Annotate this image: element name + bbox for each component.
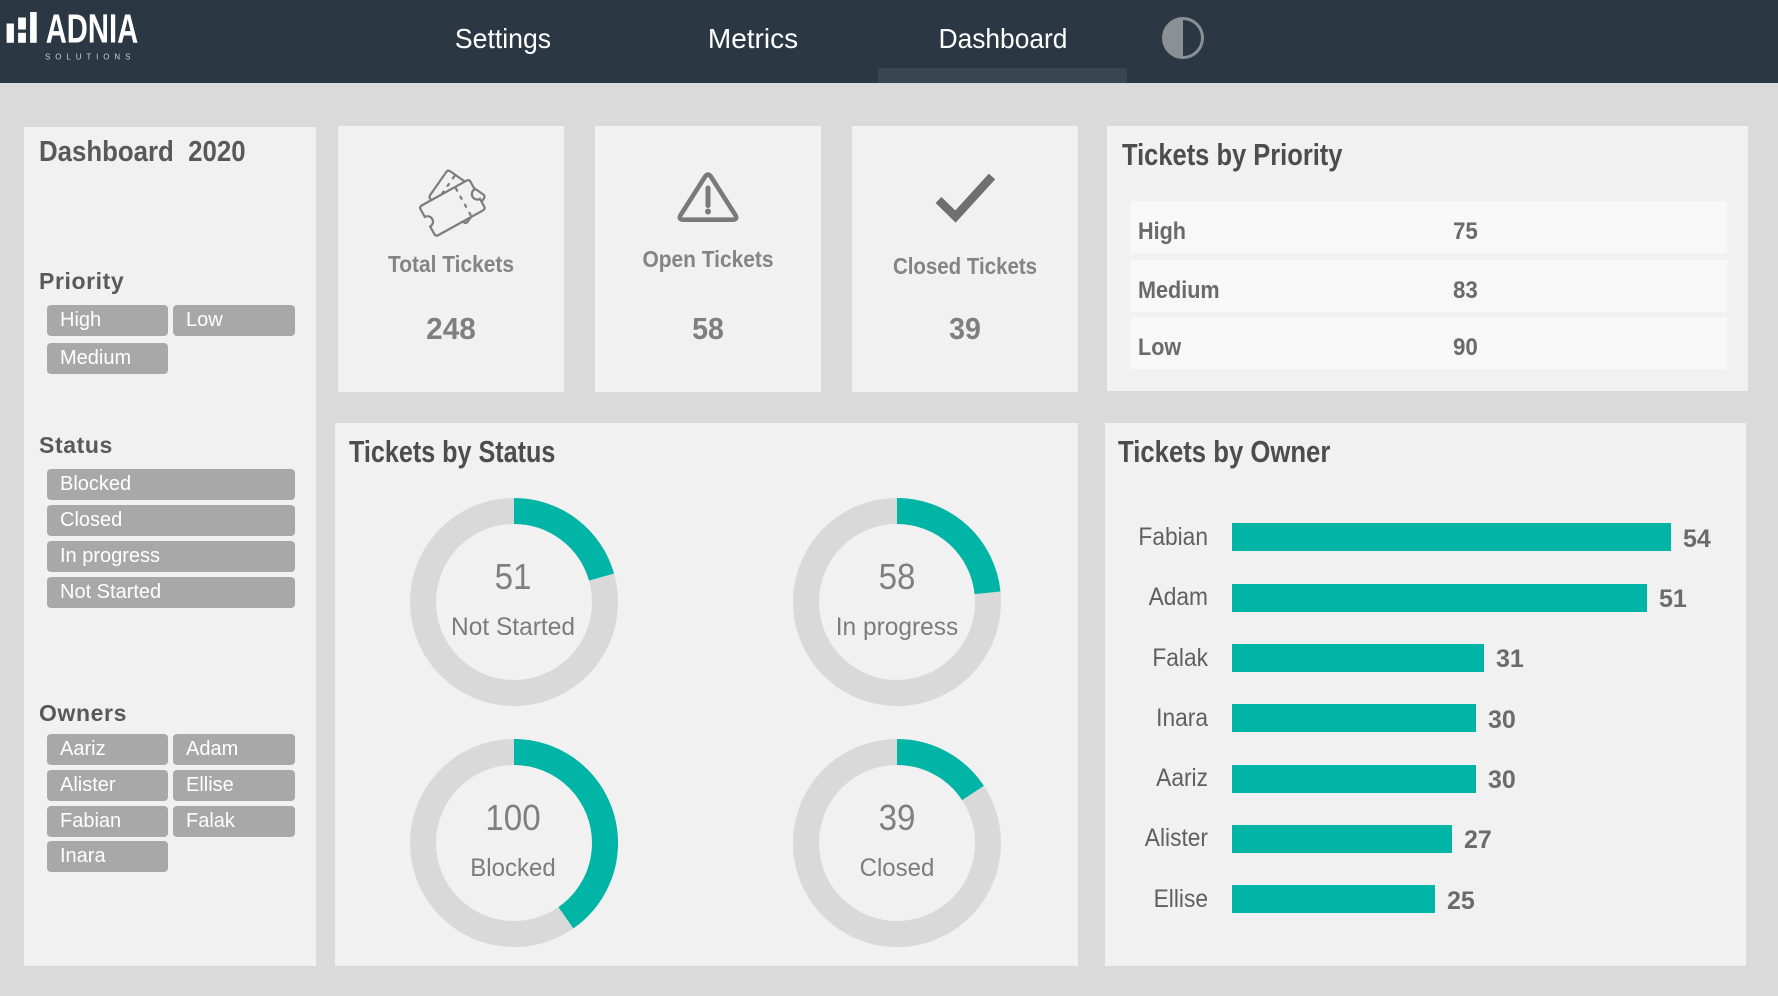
svg-text:SOLUTIONS: SOLUTIONS: [45, 52, 135, 61]
svg-text:ADNIA: ADNIA: [46, 5, 139, 51]
